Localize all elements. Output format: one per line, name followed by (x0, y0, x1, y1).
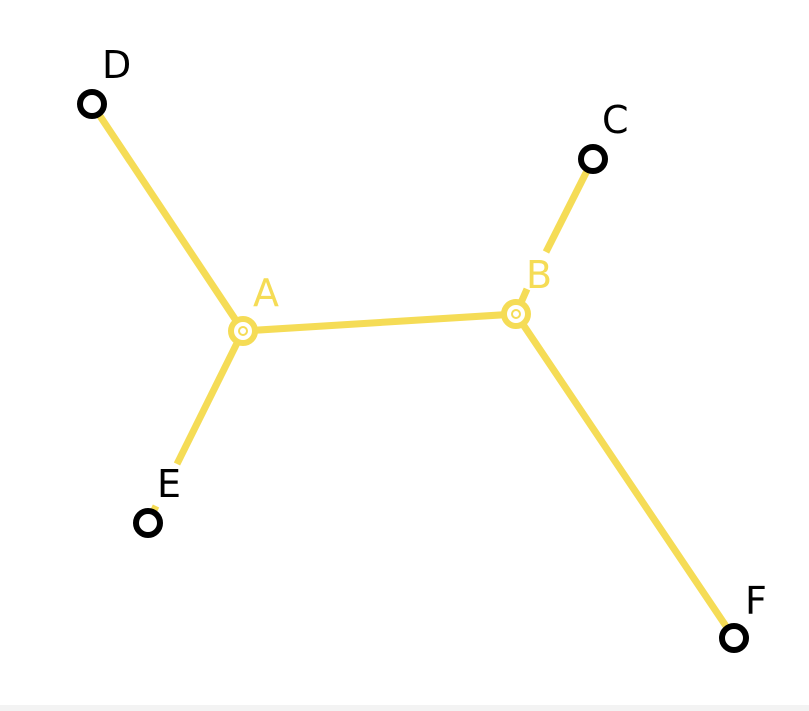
label-d: D (102, 43, 131, 87)
label-f: F (745, 579, 767, 623)
nodes (77, 89, 749, 653)
node-c (578, 144, 608, 174)
label-a: A (253, 271, 279, 315)
node-a-inner-mark (238, 326, 248, 336)
label-e: E (157, 462, 181, 506)
label-b: B (526, 253, 552, 297)
edges (89, 102, 737, 640)
edge-a-e (173, 329, 247, 466)
node-b-inner-mark (511, 309, 521, 319)
edge-b-c (542, 157, 597, 254)
node-f (719, 623, 749, 653)
label-c: C (602, 98, 629, 142)
labels: A B C D E F (102, 43, 767, 623)
edge-a-b (242, 310, 517, 335)
node-e (133, 508, 163, 538)
edge-a-d (89, 102, 246, 333)
edge-b-f (513, 312, 737, 640)
node-d (77, 89, 107, 119)
bottom-divider (0, 705, 809, 711)
